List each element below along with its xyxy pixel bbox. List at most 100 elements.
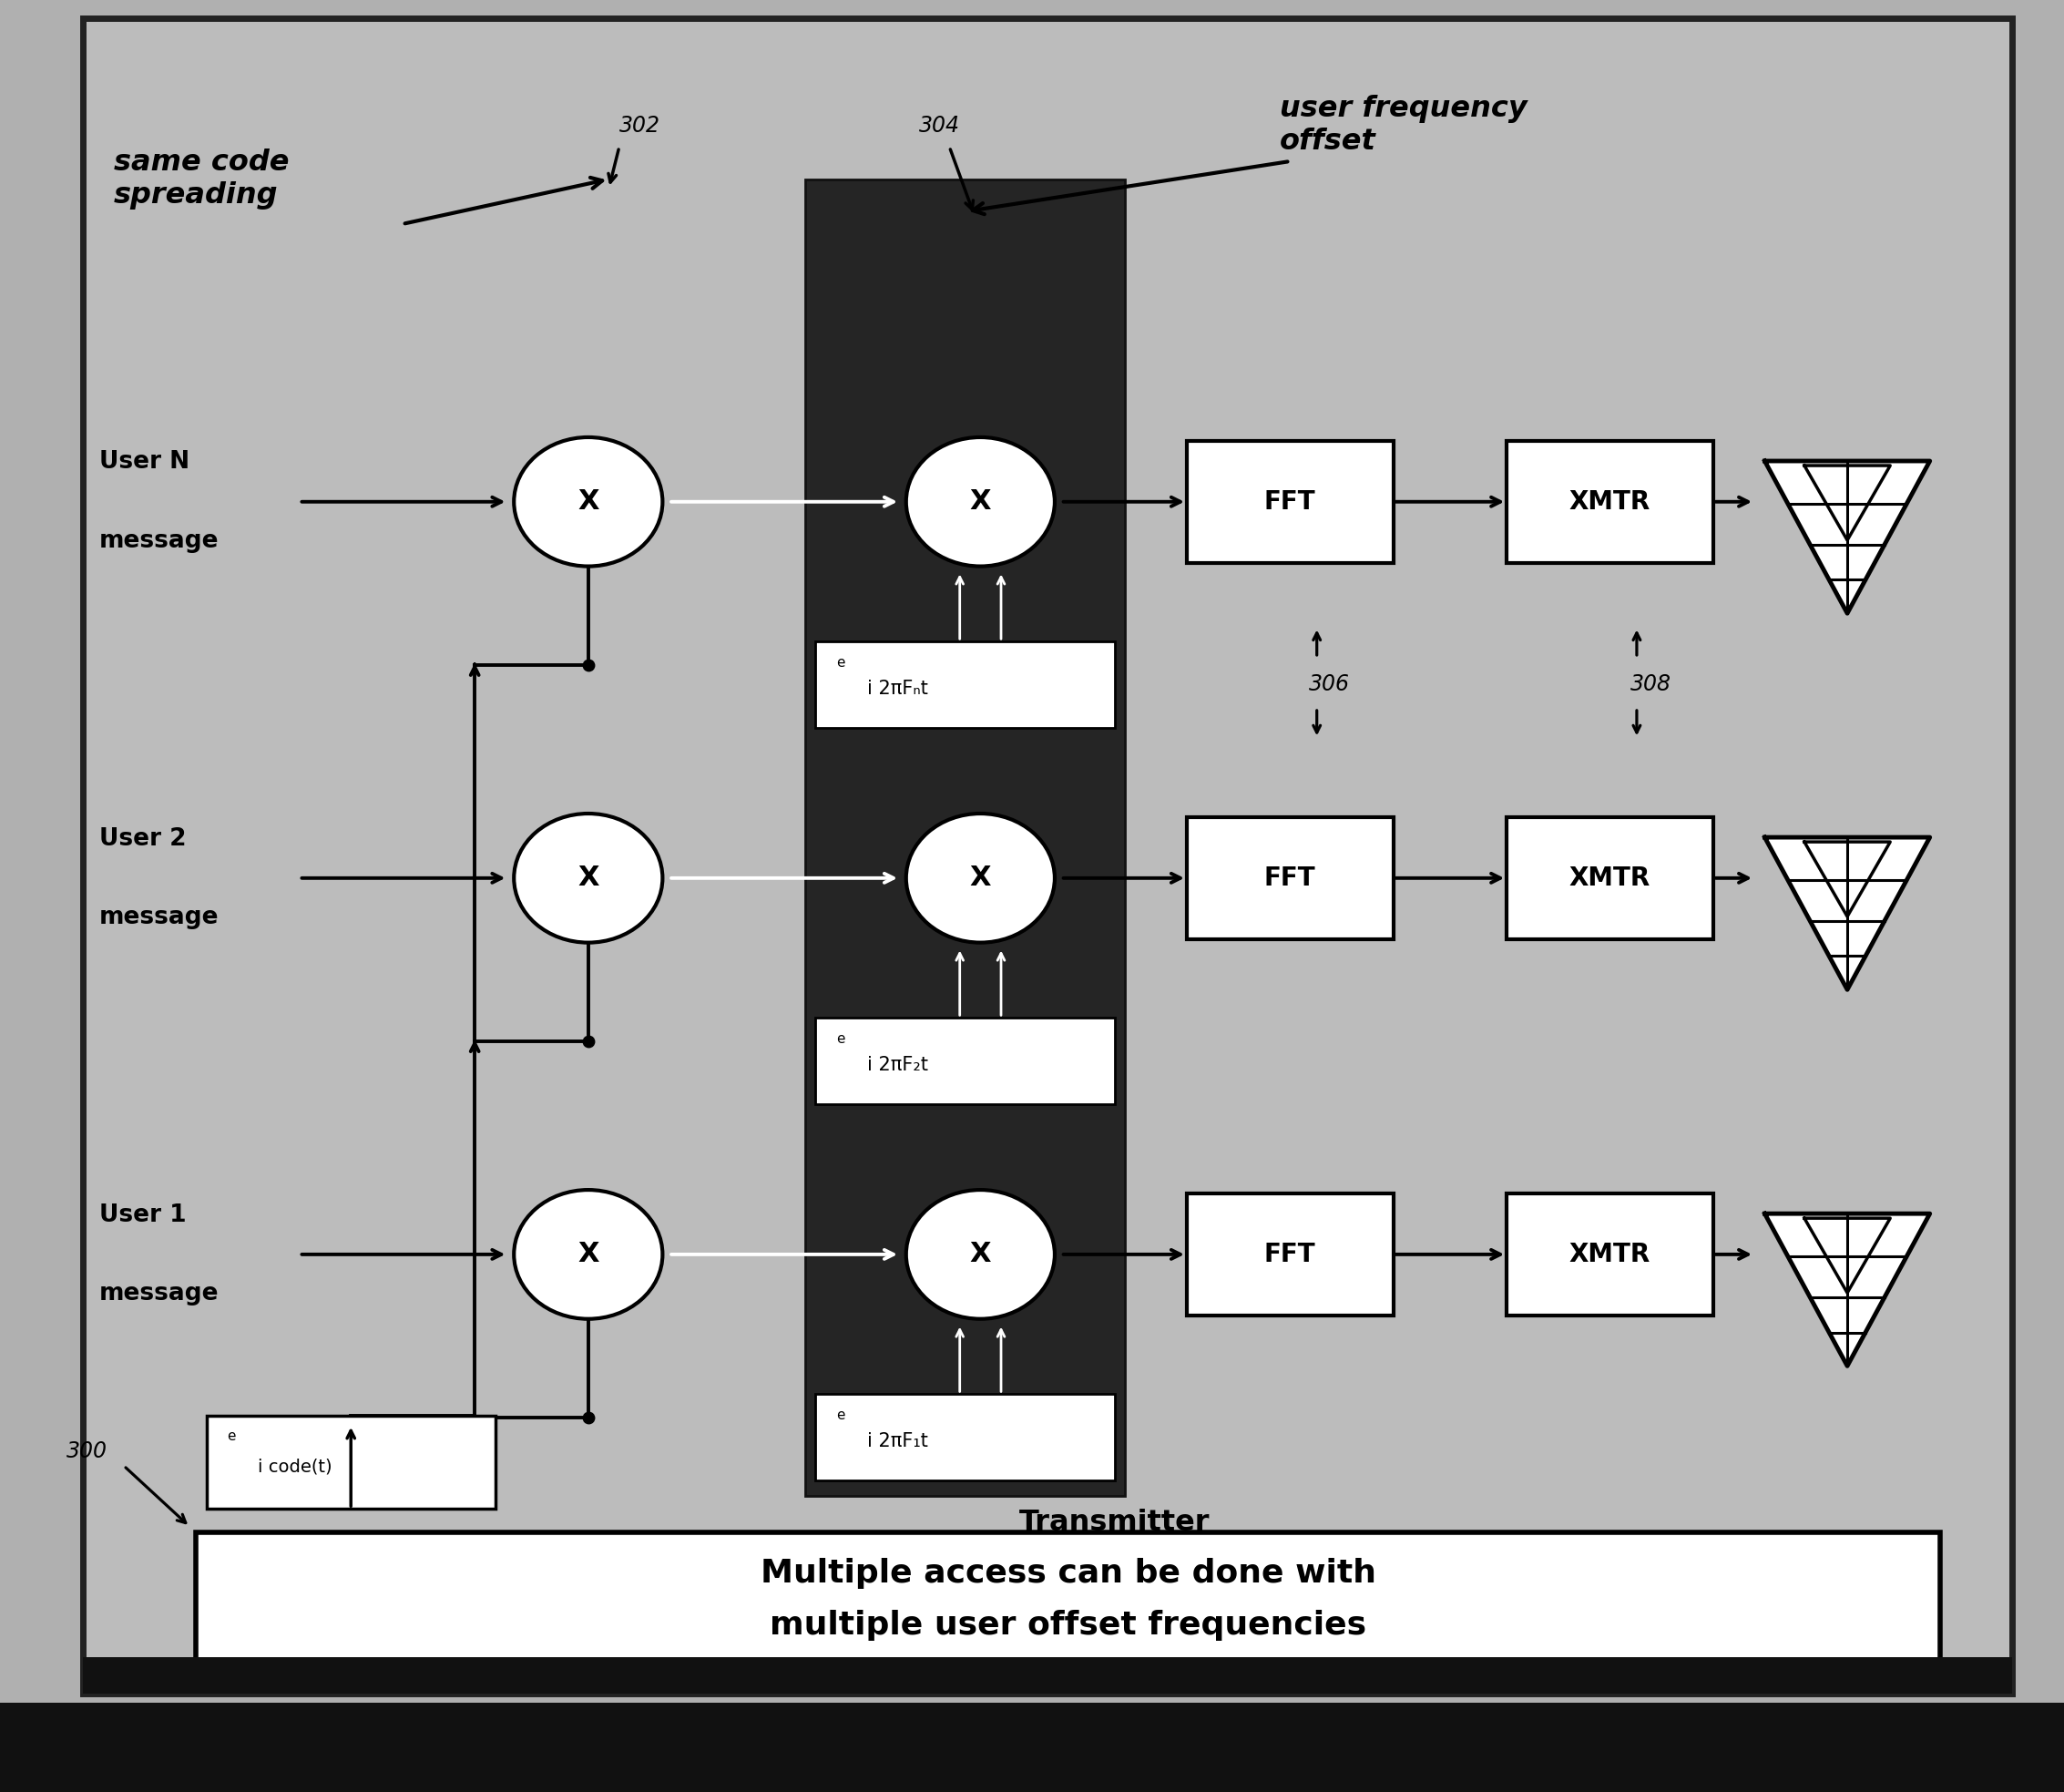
Point [1261,466,1294,495]
Point [1156,674,1189,702]
Point [1377,254,1410,283]
Point [1115,876,1148,905]
Point [1598,143,1631,172]
Point [906,149,939,177]
Point [987,1590,1020,1618]
Point [964,1394,997,1423]
Point [974,846,1007,874]
Point [1558,439,1591,468]
Point [495,1052,528,1081]
Point [970,1091,1003,1120]
Point [1259,1147,1292,1176]
Point [685,864,718,892]
Point [696,873,729,901]
Point [1179,874,1212,903]
Point [74,1050,107,1079]
Point [293,1633,326,1661]
Point [644,1667,677,1695]
Point [650,1292,683,1321]
Point [279,749,312,778]
Point [1845,1233,1878,1262]
Point [510,1256,543,1285]
Point [411,276,444,305]
Point [991,860,1024,889]
Point [1742,692,1775,720]
Point [1637,1021,1670,1050]
Point [456,462,489,491]
Point [473,1073,506,1102]
Point [1176,955,1210,984]
Point [1744,552,1777,581]
Point [1251,1421,1284,1450]
Point [605,337,638,366]
Point [939,1391,972,1419]
Point [592,364,625,392]
Point [1325,1242,1358,1271]
Point [301,853,334,882]
Point [1288,1134,1321,1163]
Point [1445,351,1478,380]
Point [691,1032,724,1061]
Point [640,1570,673,1598]
Point [1230,131,1263,159]
Point [1740,980,1773,1009]
Point [1732,1444,1765,1473]
Point [925,1188,958,1217]
Point [1112,575,1146,604]
Point [355,1113,388,1142]
Point [1926,1629,1959,1658]
Point [446,1421,479,1450]
Point [1214,1670,1247,1699]
Point [873,133,906,161]
Point [960,1663,993,1692]
Point [1443,600,1476,629]
Point [1536,978,1569,1007]
Point [937,478,970,507]
Point [1920,756,1953,785]
Point [1895,217,1928,246]
Point [1961,986,1994,1014]
Point [910,172,943,201]
Point [111,1514,144,1543]
Point [824,1466,857,1495]
Point [1238,561,1271,590]
Point [1044,99,1077,127]
Point [475,410,508,439]
Point [293,1441,326,1469]
Point [1135,751,1168,780]
Point [660,1165,694,1193]
Point [1728,496,1761,525]
Point [522,1435,555,1464]
Point [1587,1421,1620,1450]
Point [1247,921,1280,950]
Point [1986,932,2019,961]
Point [299,961,332,989]
Point [1581,978,1614,1007]
Point [1864,271,1897,299]
Point [151,65,184,93]
Point [702,821,735,849]
Point [1146,579,1179,607]
Point [359,1622,392,1650]
Point [1195,321,1228,349]
Point [1977,1018,2010,1047]
Point [1044,595,1077,624]
Point [751,692,784,720]
Point [367,572,400,600]
Point [1969,244,2002,272]
Point [1191,1308,1224,1337]
Point [466,1611,499,1640]
Point [140,489,173,518]
Point [1482,1011,1515,1039]
Point [279,855,312,883]
Point [1437,876,1470,905]
Point [627,564,660,593]
Point [1600,1115,1633,1143]
Point [1773,697,1806,726]
Point [539,1029,572,1057]
Point [138,896,171,925]
Point [1414,1564,1447,1593]
Point [1849,373,1882,401]
Point [1839,1091,1872,1120]
Point [1614,201,1647,229]
